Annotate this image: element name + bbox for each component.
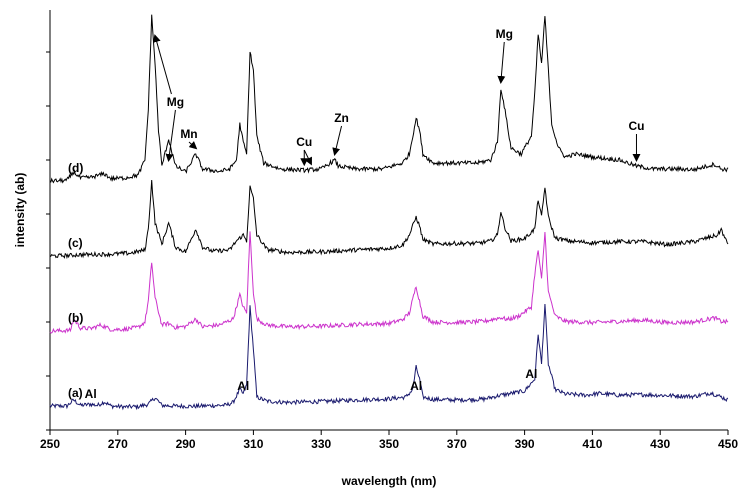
x-axis-title: wavelength (nm): [341, 474, 437, 488]
x-tick-label: 350: [379, 437, 399, 451]
series-label-d: (d): [68, 161, 83, 175]
annotation-arrow: [188, 141, 198, 150]
annotations: Al Al Al Al Mg Mn Cu Zn Mg Cu: [85, 27, 645, 401]
x-tick-label: 430: [650, 437, 670, 451]
annotation-arrow: [152, 34, 172, 95]
x-tick-label: 370: [447, 437, 467, 451]
annotation-label: Mg: [167, 95, 184, 109]
annotation-label: Al: [410, 379, 422, 393]
series-line-d: [49, 14, 729, 184]
annotation-label: Al: [525, 367, 537, 381]
series-label-a: (a): [68, 386, 83, 400]
curve-labels: (a) (b) (c) (d): [68, 161, 83, 400]
series-layer: [49, 14, 729, 411]
series-line-a: [49, 303, 729, 411]
x-tick-label: 330: [311, 437, 331, 451]
x-tick-label: 450: [718, 437, 738, 451]
series-line-b: [49, 231, 729, 334]
x-tick-label: 270: [108, 437, 128, 451]
annotation-arrow: [303, 149, 312, 166]
annotation-label: Mg: [496, 27, 513, 41]
annotation-label: Cu: [628, 119, 644, 133]
annotation-label: Cu: [296, 135, 312, 149]
annotation-arrow: [165, 109, 176, 162]
annotation-arrow: [497, 41, 506, 84]
x-tick-label: 410: [582, 437, 602, 451]
x-tick-label: 310: [243, 437, 263, 451]
series-label-b: (b): [68, 311, 83, 325]
annotation-label: Zn: [334, 111, 349, 125]
x-tick-label: 290: [176, 437, 196, 451]
x-tick-label: 250: [40, 437, 60, 451]
series-label-c: (c): [68, 236, 83, 250]
annotation-label: Al: [237, 379, 249, 393]
annotation-label: Al: [85, 387, 97, 401]
annotation-arrow: [332, 125, 343, 156]
annotation-label: Mn: [180, 127, 197, 141]
x-tick-label: 390: [515, 437, 535, 451]
axes: 250 270 290 310 330 350 370 390 410 430 450: [40, 10, 738, 451]
y-axis-title: intensity (ab): [13, 173, 27, 248]
series-line-c: [49, 180, 729, 260]
